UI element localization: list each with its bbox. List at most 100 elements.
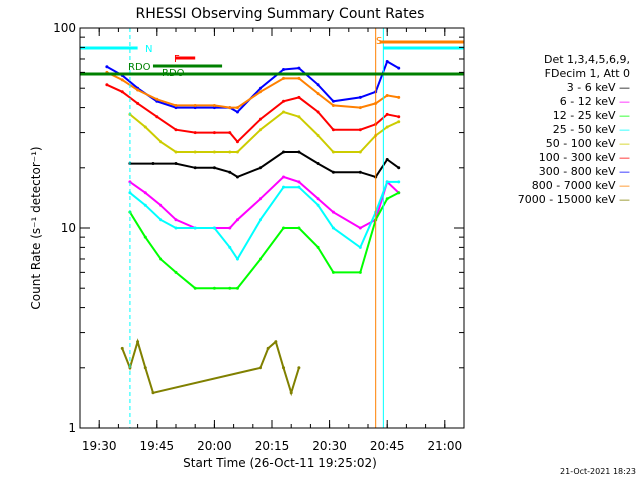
- data-point: [282, 150, 286, 154]
- series-line: [129, 191, 400, 290]
- data-point: [385, 59, 389, 63]
- legend-entry: 50 - 100 keV —: [546, 137, 630, 150]
- data-point: [397, 66, 401, 70]
- legend-entry-label: 50 - 100 keV: [546, 137, 619, 150]
- data-point: [151, 162, 155, 166]
- data-point: [331, 210, 335, 214]
- data-point: [235, 150, 239, 154]
- y-tick-label: 10: [61, 221, 76, 235]
- data-point: [258, 257, 262, 261]
- marker-label: S: [376, 36, 382, 47]
- data-point: [297, 115, 301, 119]
- data-point: [258, 366, 262, 370]
- data-point: [151, 391, 155, 395]
- legend-entry: 6 - 12 keV —: [560, 95, 630, 108]
- data-point: [358, 226, 362, 230]
- x-tick-label: 21:00: [428, 439, 463, 453]
- data-point: [274, 340, 278, 344]
- marker-label: RDO: [128, 62, 151, 73]
- data-point: [258, 128, 262, 132]
- x-tick-label: 19:45: [140, 439, 175, 453]
- data-point: [385, 112, 389, 116]
- marker-label: N: [145, 44, 152, 55]
- data-point: [212, 103, 216, 107]
- data-point: [358, 270, 362, 274]
- data-point: [212, 226, 216, 230]
- data-point: [174, 270, 178, 274]
- data-point: [136, 88, 140, 92]
- series-line: [106, 71, 399, 109]
- data-point: [331, 170, 335, 174]
- data-point: [174, 103, 178, 107]
- data-point: [282, 366, 286, 370]
- data-point: [282, 76, 286, 80]
- legend-swatch: —: [619, 165, 630, 178]
- data-point: [289, 391, 293, 395]
- data-point: [193, 103, 197, 107]
- data-point: [282, 110, 286, 114]
- data-point: [358, 106, 362, 110]
- data-point: [212, 131, 216, 135]
- series-line: [121, 338, 300, 397]
- data-point: [174, 128, 178, 132]
- data-point: [228, 106, 232, 110]
- data-point: [297, 66, 301, 70]
- data-point: [316, 92, 320, 96]
- data-point: [258, 117, 262, 121]
- data-point: [258, 90, 262, 94]
- data-point: [212, 150, 216, 154]
- data-point: [282, 226, 286, 230]
- plot-area: [105, 59, 401, 397]
- data-point: [235, 257, 239, 261]
- data-point: [297, 150, 301, 154]
- x-tick-label: 19:30: [82, 439, 117, 453]
- footer-timestamp: 21-Oct-2021 18:23: [560, 467, 636, 476]
- data-point: [143, 203, 147, 207]
- marker-label: F: [174, 54, 180, 65]
- legend-swatch: —: [619, 81, 630, 94]
- data-point: [159, 218, 163, 222]
- data-point: [385, 180, 389, 184]
- data-point: [385, 93, 389, 97]
- data-point: [143, 235, 147, 239]
- data-point: [120, 346, 124, 350]
- data-point: [235, 110, 239, 114]
- data-point: [228, 150, 232, 154]
- data-point: [316, 245, 320, 249]
- legend-swatch: —: [619, 193, 630, 206]
- data-point: [297, 180, 301, 184]
- data-point: [358, 245, 362, 249]
- data-point: [331, 103, 335, 107]
- data-point: [331, 150, 335, 154]
- data-point: [155, 115, 159, 119]
- legend-entry-label: 800 - 7000 keV: [532, 179, 619, 192]
- data-point: [358, 95, 362, 99]
- data-point: [397, 115, 401, 119]
- legend-entry: 800 - 7000 keV —: [532, 179, 630, 192]
- data-point: [228, 131, 232, 135]
- data-point: [105, 65, 109, 69]
- data-point: [212, 286, 216, 290]
- data-point: [228, 226, 232, 230]
- data-point: [105, 83, 109, 87]
- data-point: [235, 218, 239, 222]
- data-point: [193, 286, 197, 290]
- data-point: [282, 185, 286, 189]
- series-line: [129, 151, 400, 179]
- data-point: [316, 134, 320, 138]
- legend-swatch: —: [619, 95, 630, 108]
- legend-entry-label: 3 - 6 keV: [567, 81, 619, 94]
- chart-title: RHESSI Observing Summary Count Rates: [136, 6, 425, 22]
- axis-ticks: 19:30 19:45 20:00 20:15 20:30 20:45 21:00 1 10 10…: [53, 21, 465, 453]
- data-point: [235, 106, 239, 110]
- data-point: [397, 166, 401, 170]
- series-line: [106, 83, 399, 144]
- legend-header-line-2: FDecim 1, Att 0: [545, 67, 630, 80]
- y-axis-label: Count Rate (s⁻¹ detector⁻¹): [29, 146, 43, 309]
- data-point: [397, 191, 401, 195]
- data-point: [128, 180, 132, 184]
- data-point: [120, 90, 124, 94]
- y-tick-label: 100: [53, 21, 76, 35]
- series-line: [106, 60, 400, 114]
